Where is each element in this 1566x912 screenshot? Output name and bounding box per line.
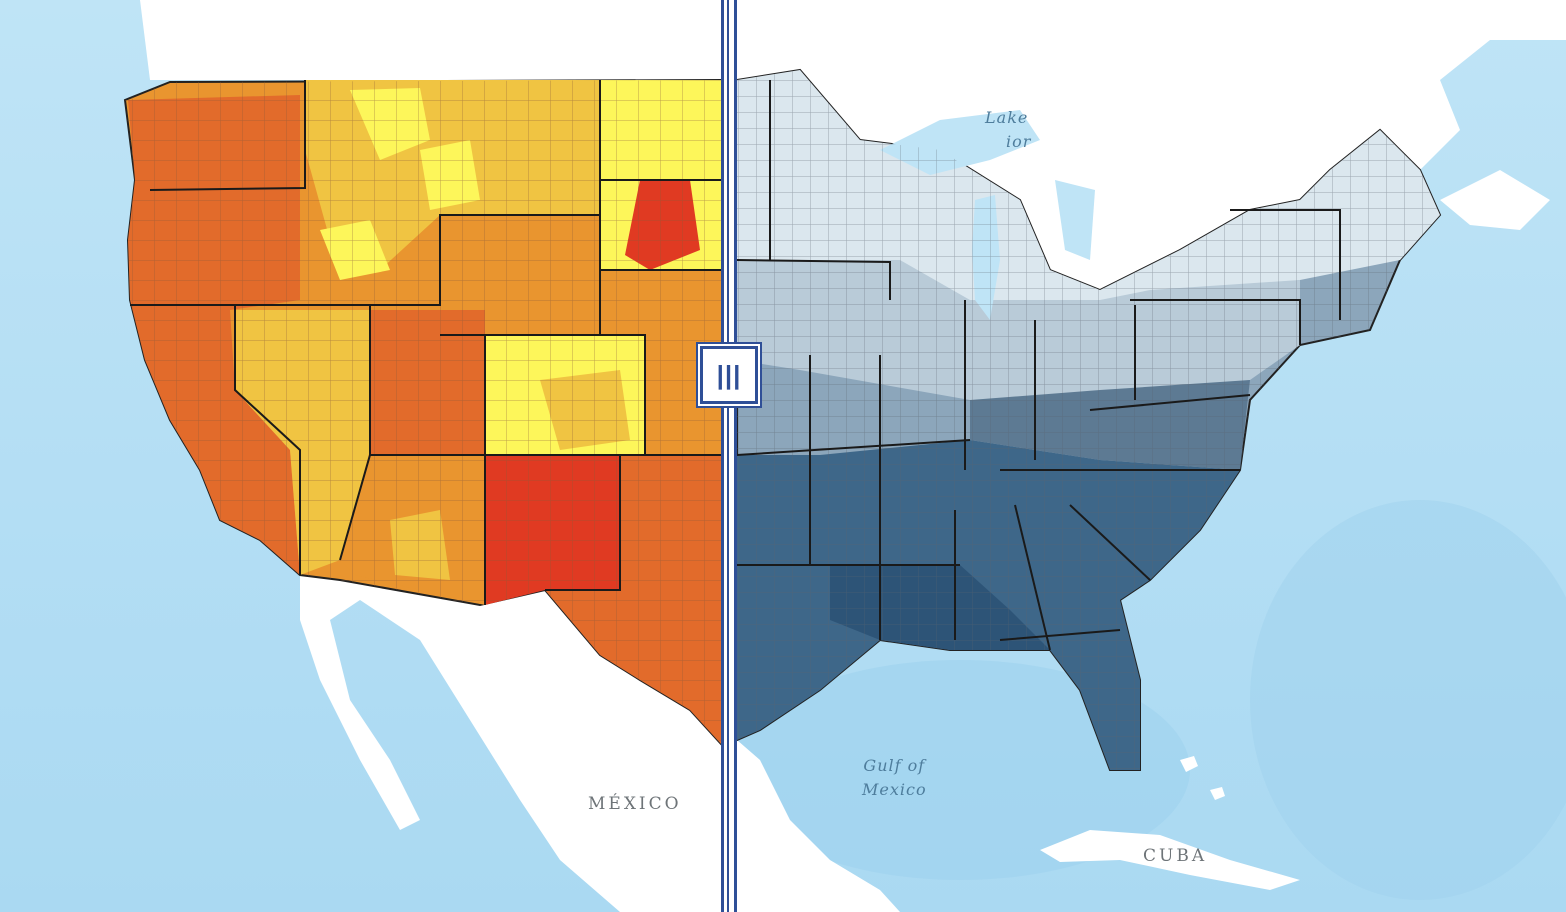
left-state-borders <box>130 80 722 605</box>
lake-line1: Lake <box>985 108 1029 127</box>
cuba-land <box>1040 830 1300 890</box>
mexico-land <box>300 575 722 912</box>
canada-land <box>140 0 1566 290</box>
right-state-borders <box>737 80 1341 651</box>
gulf-line1: Gulf of <box>863 756 926 775</box>
lake-huron <box>1055 180 1095 260</box>
label-cuba: CUBA <box>1143 846 1208 866</box>
left-choropleth-layer[interactable] <box>123 78 722 747</box>
east-county-grid <box>737 70 1440 770</box>
right-choropleth-layer[interactable] <box>737 68 1442 771</box>
swipe-divider[interactable] <box>721 0 737 912</box>
lake-line2: ior <box>1006 132 1032 151</box>
nova-scotia-land <box>1440 170 1550 230</box>
west-county-grid <box>125 80 722 605</box>
atlantic-deep-water <box>1250 500 1566 900</box>
label-gulf-of-mexico: Gulf of Mexico <box>862 754 927 802</box>
gulf-line2: Mexico <box>862 780 927 799</box>
swipe-handle[interactable]: ||| <box>700 346 758 404</box>
bahamas-land <box>1180 756 1225 800</box>
swipe-handle-icon: ||| <box>716 359 742 390</box>
mexico-east-land <box>737 740 900 912</box>
gulf-deep-water <box>730 660 1190 880</box>
label-lake-superior: Lake ior <box>982 106 1031 154</box>
texas-grid <box>545 455 722 745</box>
label-mexico: MÉXICO <box>588 794 682 814</box>
